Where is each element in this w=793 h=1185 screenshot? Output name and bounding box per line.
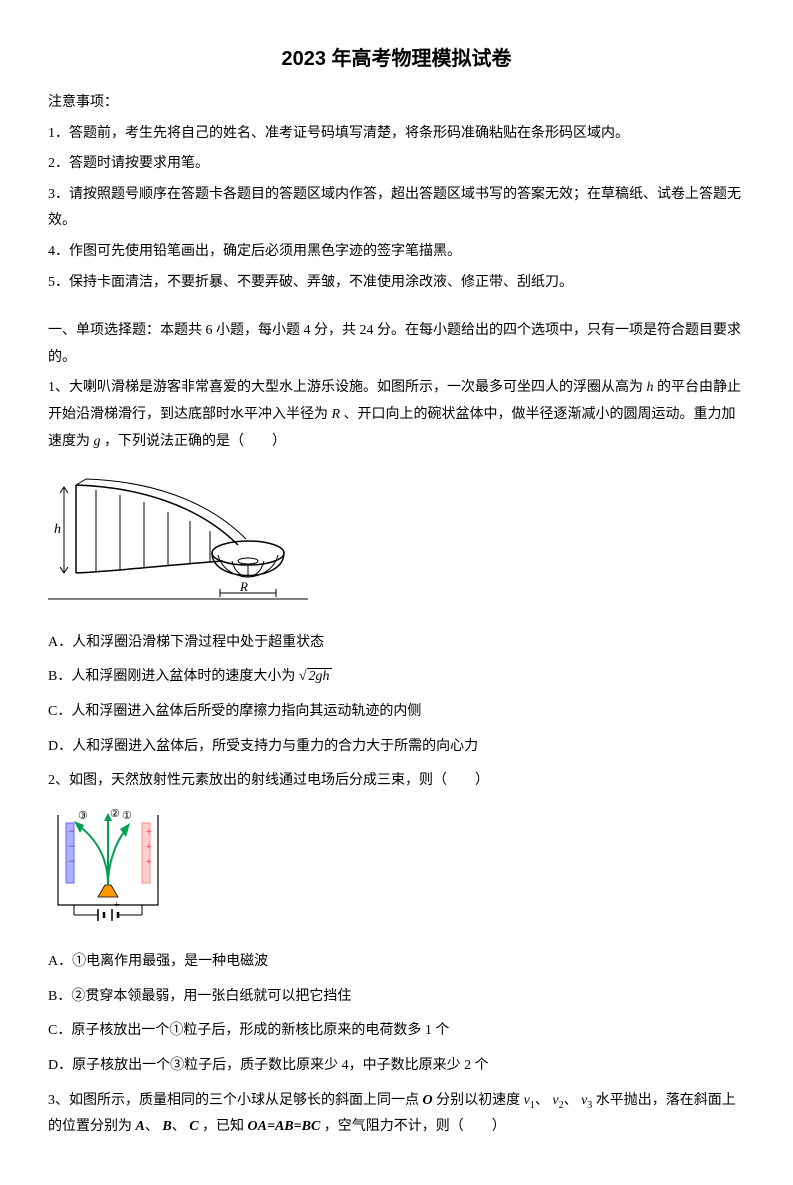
q3-s1: 1 [530,1099,535,1110]
q1-fig-label-h: h [54,522,61,537]
q1-fig-label-r: R [239,579,248,594]
q3-s3: 3 [587,1099,592,1110]
notice-2: 2．答题时请按要求用笔。 [48,151,745,178]
q3-stem-p1: 3、如图所示，质量相同的三个小球从足够长的斜面上同一点 [48,1093,419,1108]
q1-var-r: R [332,407,341,422]
q3-s2: 2 [559,1099,564,1110]
q1-option-b: B．人和浮圈刚进入盆体时的速度大小为 √2gh [48,664,745,691]
q1-var-h: h [647,380,654,395]
section-1-heading: 一、单项选择题：本题共 6 小题，每小题 4 分，共 24 分。在每小题给出的四… [48,318,745,371]
q2-option-b: B．②贯穿本领最弱，用一张白纸就可以把它挡住 [48,984,745,1011]
q1-option-b-sqrt: √2gh [299,668,332,684]
q3-point-o: O [423,1093,433,1108]
q1-figure: h R [48,465,745,616]
notice-3: 3．请按照题号顺序在答题卡各题目的答题区域内作答，超出答题区域书写的答案无效；在… [48,182,745,235]
q2-plus-1: + [146,827,152,838]
q2-batt-plus: + [114,900,120,911]
q3-stem: 3、如图所示，质量相同的三个小球从足够长的斜面上同一点 O 分别以初速度 v1、… [48,1088,745,1141]
q1-option-b-pre: B．人和浮圈刚进入盆体时的速度大小为 [48,669,295,684]
q1-stem-part4: ，下列说法正确的是（ ） [104,434,286,449]
q2-minus-3: − [68,854,75,868]
q2-label-3: ③ [78,810,88,822]
q1-option-c: C．人和浮圈进入盆体后所受的摩擦力指向其运动轨迹的内侧 [48,699,745,726]
page-title: 2023 年高考物理模拟试卷 [48,40,745,78]
q2-minus-1: − [68,824,75,838]
q2-plus-2: + [146,842,152,853]
q1-var-g: g [94,434,101,449]
q2-option-a: A．①电离作用最强，是一种电磁波 [48,949,745,976]
q2-minus-2: − [68,839,75,853]
q2-option-d: D．原子核放出一个③粒子后，质子数比原来少 4，中子数比原来少 2 个 [48,1053,745,1080]
q1-option-d: D．人和浮圈进入盆体后，所受支持力与重力的合力大于所需的向心力 [48,734,745,761]
q1-option-b-radicand: 2gh [307,668,332,684]
notice-4: 4．作图可先使用铅笔画出，确定后必须用黑色字迹的签字笔描黑。 [48,239,745,266]
q2-figure: + + + − − − ① ② ③ − + [48,805,745,936]
notice-1: 1．答题前，考生先将自己的姓名、准考证号码填写清楚，将条形码准确粘贴在条形码区域… [48,121,745,148]
q2-label-1: ① [122,810,132,822]
q2-plus-3: + [146,857,152,868]
q2-stem: 2、如图，天然放射性元素放出的射线通过电场后分成三束，则（ ） [48,768,745,795]
q2-label-2: ② [110,808,120,820]
q2-batt-minus: − [94,900,100,911]
q1-stem-part1: 1、大喇叭滑梯是游客非常喜爱的大型水上游乐设施。如图所示，一次最多可坐四人的浮圈… [48,380,643,395]
notice-5: 5．保持卡面清洁，不要折暴、不要弄破、弄皱，不准使用涂改液、修正带、刮纸刀。 [48,270,745,297]
q1-stem: 1、大喇叭滑梯是游客非常喜爱的大型水上游乐设施。如图所示，一次最多可坐四人的浮圈… [48,375,745,455]
notice-heading: 注意事项： [48,90,745,117]
q2-option-c: C．原子核放出一个①粒子后，形成的新核比原来的电荷数多 1 个 [48,1018,745,1045]
q3-stem-p2: 分别以初速度 [436,1093,520,1108]
q1-option-a: A．人和浮圈沿滑梯下滑过程中处于超重状态 [48,630,745,657]
